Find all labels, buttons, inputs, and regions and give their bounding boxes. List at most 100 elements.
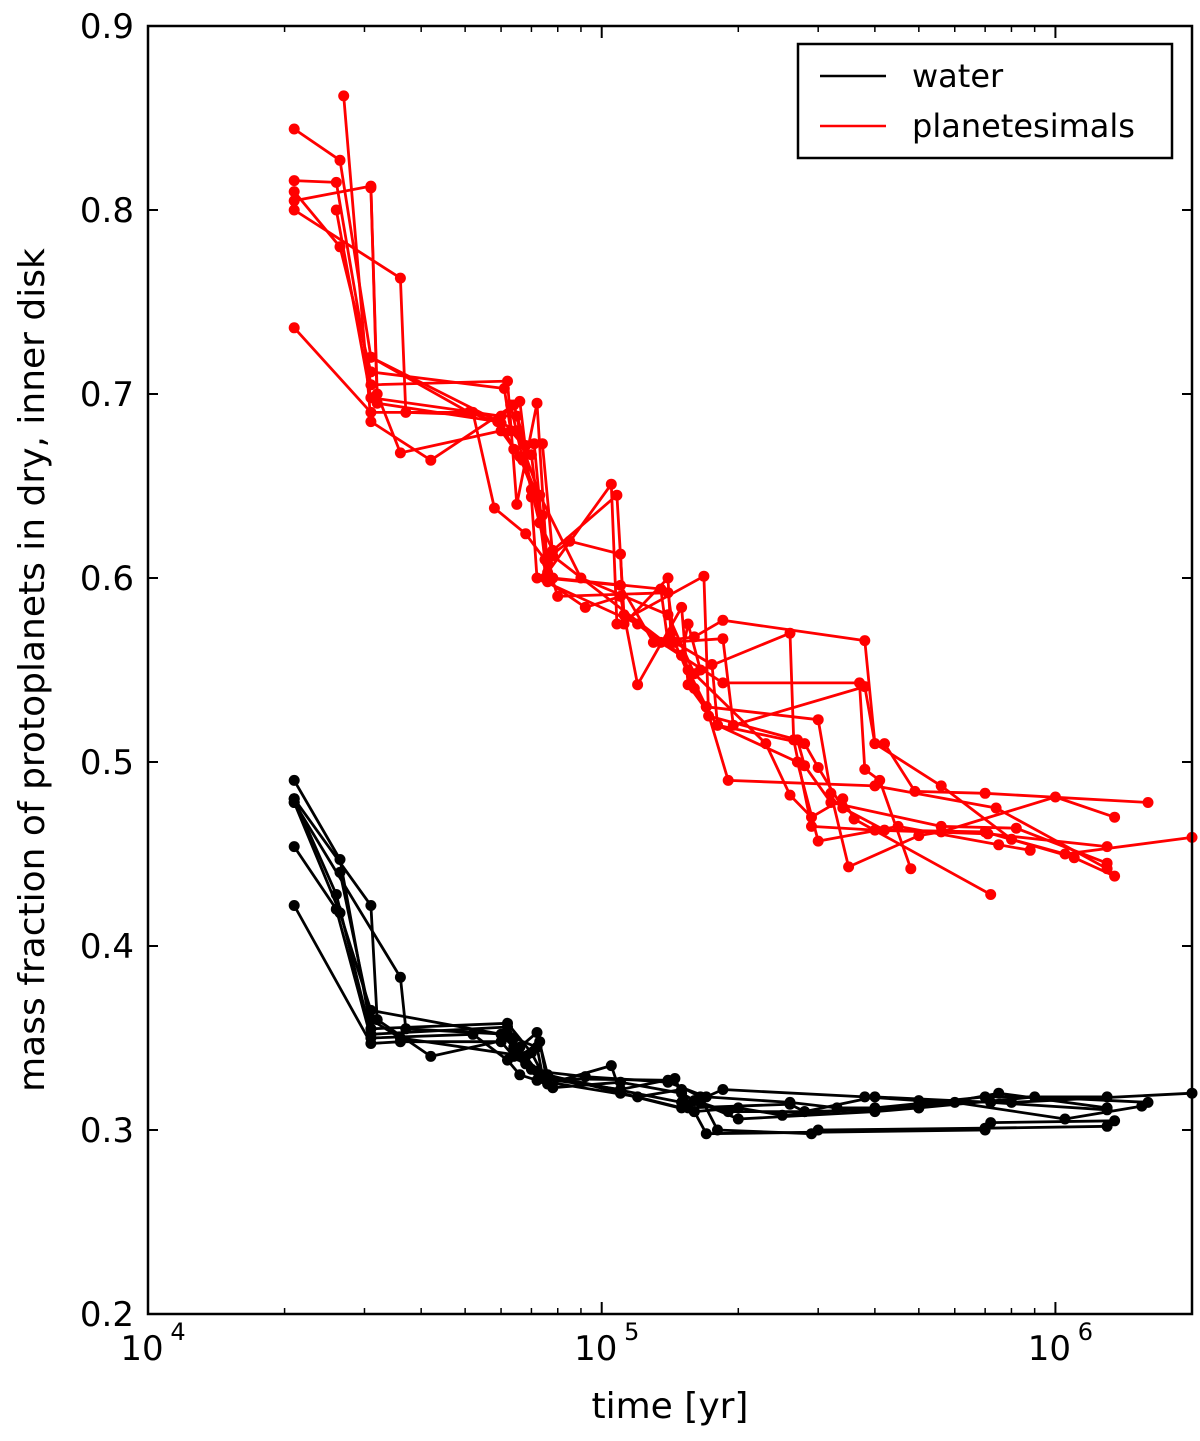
data-point-planetesimals	[979, 826, 991, 838]
data-point-planetesimals	[806, 811, 817, 823]
data-point-planetesimals	[338, 90, 350, 102]
x-tick-label: 10	[574, 1329, 617, 1369]
data-point-planetesimals	[993, 839, 1005, 851]
data-point-water	[700, 1128, 712, 1140]
data-point-water	[985, 1117, 997, 1129]
data-point-planetesimals	[859, 635, 871, 647]
data-point-water	[913, 1102, 925, 1114]
data-point-planetesimals	[979, 787, 991, 799]
data-point-planetesimals	[990, 802, 1002, 814]
data-point-water	[732, 1113, 744, 1125]
y-axis-label: mass fraction of protoplanets in dry, in…	[12, 248, 53, 1092]
data-point-planetesimals	[531, 397, 543, 409]
data-point-planetesimals	[727, 719, 739, 731]
legend-label-water: water	[912, 57, 1004, 95]
data-point-planetesimals	[859, 763, 871, 775]
data-point-planetesimals	[1024, 844, 1036, 856]
data-point-planetesimals	[662, 609, 674, 621]
data-point-planetesimals	[632, 618, 644, 630]
data-point-planetesimals	[330, 176, 342, 188]
x-tick-label: 10	[1028, 1329, 1071, 1369]
data-point-water	[400, 1023, 412, 1035]
data-point-water	[784, 1096, 796, 1108]
ticks-layer: 0.20.30.40.50.60.70.80.910 4 10 5 10 6	[80, 7, 1193, 1369]
data-point-water	[365, 900, 377, 911]
data-point-water	[1059, 1113, 1071, 1125]
data-point-planetesimals	[843, 861, 855, 873]
data-point-planetesimals	[365, 392, 377, 404]
data-point-water	[859, 1091, 871, 1103]
data-point-water	[547, 1082, 559, 1094]
data-point-water	[688, 1106, 700, 1118]
data-point-water	[662, 1076, 674, 1088]
data-point-planetesimals	[717, 633, 729, 645]
data-point-planetesimals	[688, 631, 700, 643]
data-point-water	[502, 1028, 513, 1040]
data-point-planetesimals	[655, 583, 667, 595]
series-planetesimals-9	[365, 351, 997, 900]
data-point-planetesimals	[400, 406, 412, 418]
data-point-planetesimals	[536, 438, 548, 450]
series-line-planetesimals	[293, 326, 1116, 878]
data-point-planetesimals	[985, 889, 997, 900]
data-point-planetesimals	[288, 322, 300, 334]
data-point-planetesimals	[905, 863, 917, 875]
data-point-planetesimals	[495, 410, 507, 422]
y-tick-label: 0.2	[80, 1295, 134, 1335]
data-point-planetesimals	[514, 451, 526, 463]
x-tick-label: 10	[120, 1329, 163, 1369]
data-point-water	[1006, 1096, 1017, 1108]
data-point-planetesimals	[365, 416, 377, 428]
data-point-water	[531, 1027, 543, 1038]
data-point-water	[812, 1124, 824, 1136]
data-point-water	[365, 1014, 377, 1026]
data-point-planetesimals	[288, 123, 300, 135]
data-point-planetesimals	[676, 601, 688, 613]
data-point-planetesimals	[365, 182, 377, 194]
data-point-water	[1136, 1100, 1148, 1112]
data-point-water	[467, 1028, 479, 1040]
data-point-planetesimals	[913, 830, 925, 842]
data-point-water	[394, 971, 406, 983]
data-point-planetesimals	[879, 738, 890, 750]
data-point-planetesimals	[799, 738, 811, 750]
data-point-planetesimals	[511, 498, 523, 510]
y-tick-label: 0.8	[80, 191, 134, 231]
data-point-planetesimals	[365, 351, 377, 363]
data-point-water	[330, 903, 342, 915]
data-point-planetesimals	[869, 738, 881, 750]
data-point-water	[514, 1041, 526, 1053]
x-tick-label-exponent: 4	[170, 1318, 185, 1346]
data-point-planetesimals	[722, 774, 734, 786]
data-point-water	[831, 1102, 843, 1114]
data-point-planetesimals	[825, 787, 837, 799]
data-point-planetesimals	[909, 785, 921, 797]
data-point-planetesimals	[784, 789, 796, 801]
data-point-planetesimals	[688, 668, 700, 680]
data-point-planetesimals	[536, 509, 548, 521]
y-tick-label: 0.7	[80, 375, 134, 415]
data-point-planetesimals	[525, 449, 537, 461]
data-point-water	[288, 797, 300, 808]
data-point-planetesimals	[1101, 857, 1113, 869]
data-point-water	[676, 1087, 688, 1099]
data-point-water	[700, 1091, 712, 1103]
data-point-planetesimals	[760, 738, 772, 750]
data-point-planetesimals	[700, 701, 712, 713]
data-point-planetesimals	[717, 677, 729, 689]
data-point-planetesimals	[495, 425, 507, 437]
data-point-water	[676, 1102, 688, 1114]
data-point-planetesimals	[717, 614, 729, 626]
data-point-planetesimals	[682, 679, 694, 691]
data-point-planetesimals	[552, 590, 564, 602]
data-point-water	[869, 1104, 881, 1116]
data-point-water	[717, 1084, 729, 1095]
data-point-planetesimals	[1109, 811, 1121, 823]
x-tick-label-exponent: 6	[1078, 1318, 1093, 1346]
data-point-planetesimals	[655, 636, 667, 648]
data-point-planetesimals	[575, 572, 587, 584]
series-planetesimals-5	[338, 90, 1121, 873]
data-point-water	[1101, 1102, 1113, 1114]
